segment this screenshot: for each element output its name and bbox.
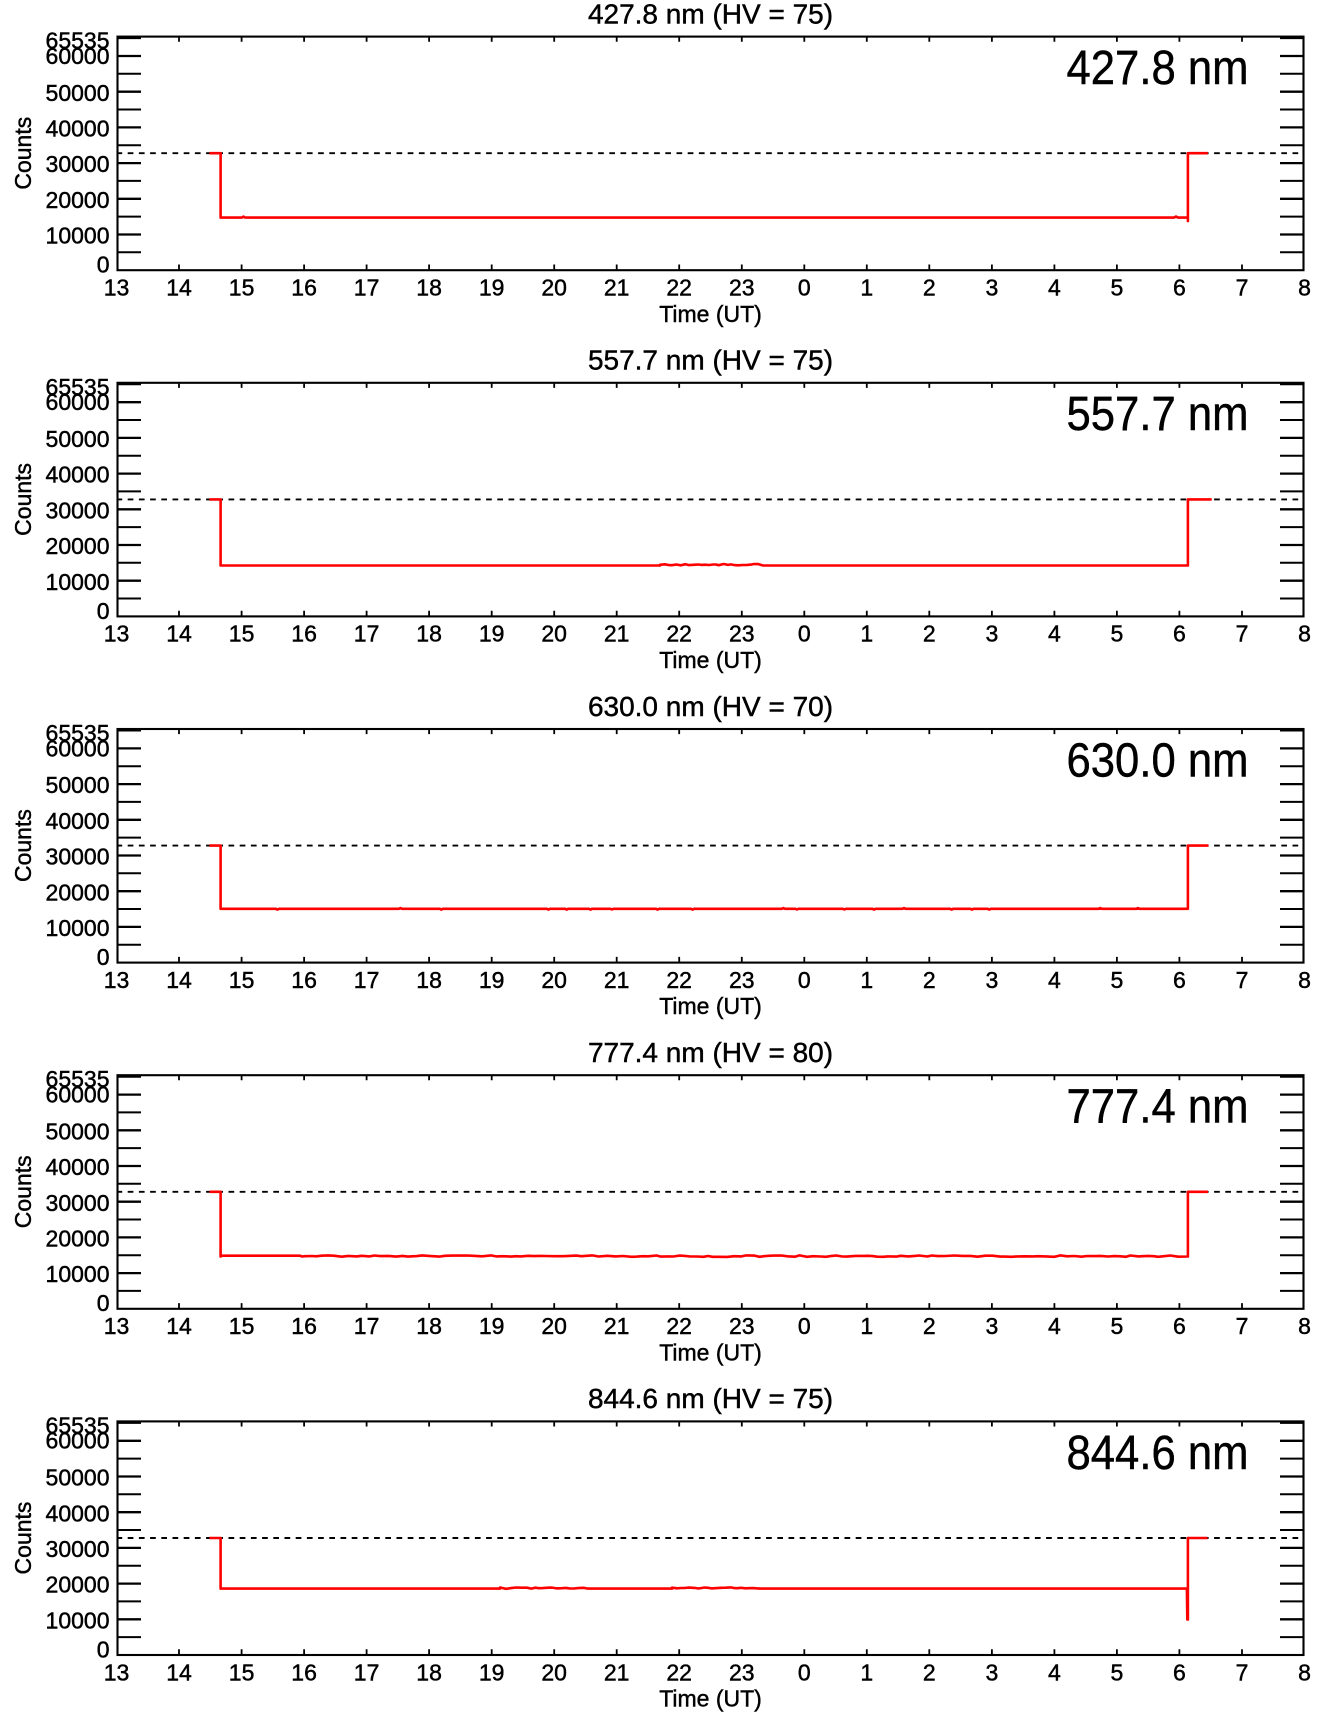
svg-text:557.7 nm: 557.7 nm xyxy=(1067,388,1249,441)
svg-text:630.0 nm: 630.0 nm xyxy=(1067,734,1249,787)
svg-text:777.4 nm: 777.4 nm xyxy=(1067,1081,1249,1134)
svg-text:427.8 nm (HV = 75): 427.8 nm (HV = 75) xyxy=(588,0,833,29)
svg-text:427.8 nm: 427.8 nm xyxy=(1067,42,1249,95)
svg-text:777.4 nm (HV = 80): 777.4 nm (HV = 80) xyxy=(588,1037,833,1068)
svg-text:844.6 nm: 844.6 nm xyxy=(1067,1427,1249,1480)
svg-text:557.7 nm (HV = 75): 557.7 nm (HV = 75) xyxy=(588,345,833,376)
svg-text:630.0 nm (HV = 70): 630.0 nm (HV = 70) xyxy=(588,691,833,722)
svg-text:844.6 nm (HV = 75): 844.6 nm (HV = 75) xyxy=(588,1383,833,1414)
